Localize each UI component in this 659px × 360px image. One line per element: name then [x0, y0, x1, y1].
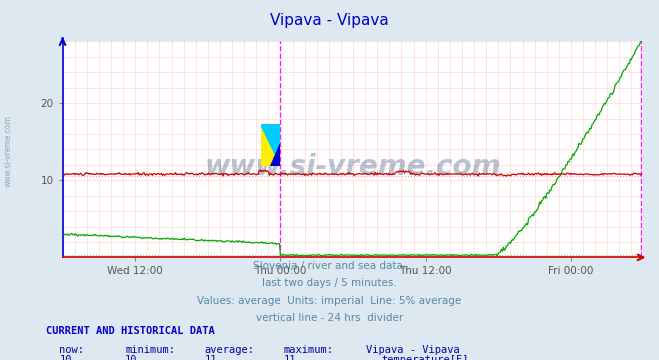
- Text: 11: 11: [283, 355, 296, 360]
- Text: now:: now:: [59, 345, 84, 355]
- Text: Values: average  Units: imperial  Line: 5% average: Values: average Units: imperial Line: 5%…: [198, 296, 461, 306]
- Text: 11: 11: [204, 355, 217, 360]
- Text: average:: average:: [204, 345, 254, 355]
- Text: www.si-vreme.com: www.si-vreme.com: [204, 153, 501, 181]
- Text: CURRENT AND HISTORICAL DATA: CURRENT AND HISTORICAL DATA: [46, 326, 215, 336]
- Polygon shape: [261, 124, 281, 166]
- Polygon shape: [270, 143, 281, 166]
- Text: minimum:: minimum:: [125, 345, 175, 355]
- Text: last two days / 5 minutes.: last two days / 5 minutes.: [262, 278, 397, 288]
- Polygon shape: [261, 124, 281, 166]
- Text: www.si-vreme.com: www.si-vreme.com: [3, 115, 13, 187]
- Text: Slovenia / river and sea data.: Slovenia / river and sea data.: [253, 261, 406, 271]
- Text: Vipava - Vipava: Vipava - Vipava: [270, 13, 389, 28]
- Text: temperature[F]: temperature[F]: [381, 355, 469, 360]
- Text: 10: 10: [59, 355, 72, 360]
- Text: maximum:: maximum:: [283, 345, 333, 355]
- Text: 10: 10: [125, 355, 138, 360]
- Text: vertical line - 24 hrs  divider: vertical line - 24 hrs divider: [256, 313, 403, 323]
- Text: Vipava - Vipava: Vipava - Vipava: [366, 345, 459, 355]
